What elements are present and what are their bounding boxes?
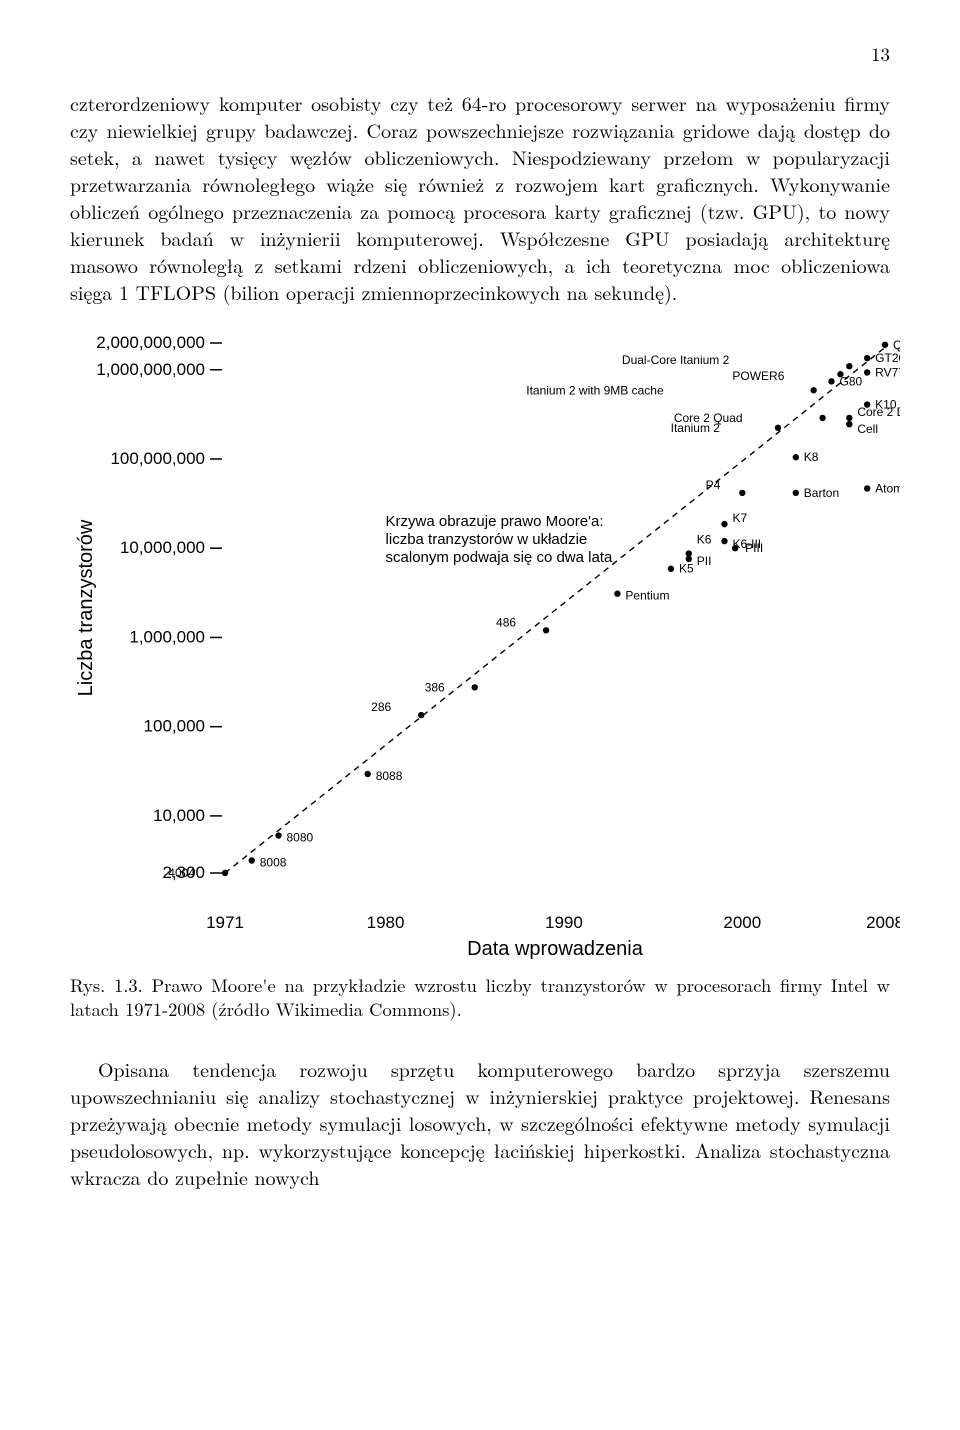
svg-text:Atom: Atom xyxy=(875,481,900,495)
svg-text:Pentium: Pentium xyxy=(625,589,669,603)
svg-text:2000: 2000 xyxy=(723,913,761,932)
moore-law-figure: 2,000,000,000 1,000,000,000 100,000,000 10,… xyxy=(70,323,890,963)
svg-text:PIII: PIII xyxy=(745,541,763,555)
svg-text:486: 486 xyxy=(496,615,516,629)
svg-text:2,000,000,000: 2,000,000,000 xyxy=(96,333,205,352)
svg-text:1990: 1990 xyxy=(545,913,583,932)
svg-text:1971: 1971 xyxy=(206,913,244,932)
svg-text:2008: 2008 xyxy=(866,913,900,932)
svg-text:Cell: Cell xyxy=(857,422,878,436)
svg-text:GT200: GT200 xyxy=(875,351,900,365)
svg-text:P4: P4 xyxy=(706,478,721,492)
svg-text:386: 386 xyxy=(425,680,445,694)
svg-text:8008: 8008 xyxy=(260,856,287,870)
svg-text:Itanium 2 with 9MB cache: Itanium 2 with 9MB cache xyxy=(526,383,664,397)
svg-text:K5: K5 xyxy=(679,562,694,576)
svg-text:K8: K8 xyxy=(804,450,819,464)
svg-text:G80: G80 xyxy=(839,374,862,388)
svg-text:1980: 1980 xyxy=(367,913,405,932)
svg-text:1,000,000: 1,000,000 xyxy=(129,627,205,646)
svg-text:Data wprowadzenia: Data wprowadzenia xyxy=(467,938,644,960)
svg-text:286: 286 xyxy=(371,700,391,714)
svg-text:Quad-Core Itanium Tukwila: Quad-Core Itanium Tukwila xyxy=(893,338,900,352)
figure-caption: Rys. 1.3. Prawo Moore'e na przykładzie w… xyxy=(70,973,890,1021)
svg-text:PII: PII xyxy=(697,554,712,568)
svg-text:1,000,000,000: 1,000,000,000 xyxy=(96,360,205,379)
svg-text:POWER6: POWER6 xyxy=(732,369,784,383)
svg-text:8088: 8088 xyxy=(376,769,403,783)
svg-text:8080: 8080 xyxy=(287,831,314,845)
svg-text:4004: 4004 xyxy=(168,866,195,880)
svg-text:RV770: RV770 xyxy=(875,365,900,379)
svg-text:Core 2 Quad: Core 2 Quad xyxy=(674,411,743,425)
svg-text:liczba tranzystorów w układzie: liczba tranzystorów w układzie xyxy=(386,531,588,548)
paragraph-2: Opisana tendencja rozwoju sprzętu komput… xyxy=(70,1055,890,1190)
page-number: 13 xyxy=(70,40,890,67)
svg-text:Krzywa obrazuje prawo Moore'a:: Krzywa obrazuje prawo Moore'a: xyxy=(386,513,604,530)
svg-text:100,000: 100,000 xyxy=(144,717,205,736)
svg-text:K7: K7 xyxy=(732,511,747,525)
svg-text:Liczba tranzystorów: Liczba tranzystorów xyxy=(75,519,97,696)
svg-text:10,000: 10,000 xyxy=(153,806,205,825)
svg-text:10,000,000: 10,000,000 xyxy=(120,538,205,557)
svg-text:Barton: Barton xyxy=(804,486,839,500)
svg-text:K10: K10 xyxy=(875,398,897,412)
svg-text:100,000,000: 100,000,000 xyxy=(110,449,205,468)
moore-law-chart: 2,000,000,000 1,000,000,000 100,000,000 10,… xyxy=(70,323,900,963)
svg-text:Dual-Core Itanium 2: Dual-Core Itanium 2 xyxy=(622,353,730,367)
paragraph-1: czterordzeniowy komputer osobisty czy te… xyxy=(70,89,890,305)
svg-text:K6: K6 xyxy=(697,533,712,547)
svg-text:scalonym podwaja się co dwa la: scalonym podwaja się co dwa lata xyxy=(386,549,613,566)
